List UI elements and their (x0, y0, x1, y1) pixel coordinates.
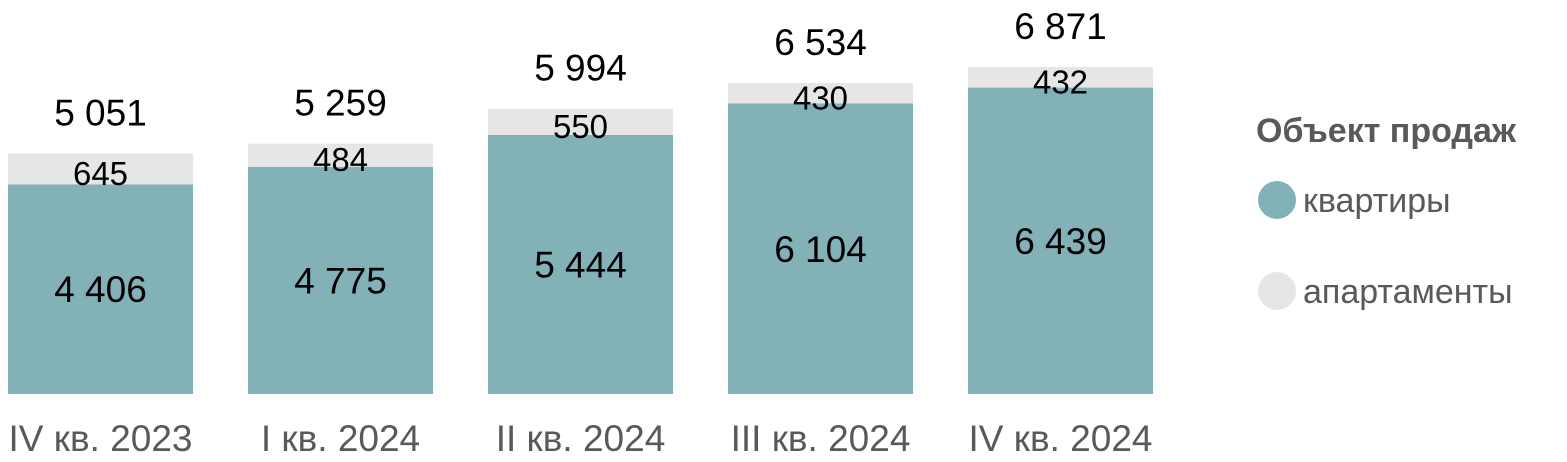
legend-label-apartamenty: апартаменты (1303, 273, 1513, 311)
value-label-kvartiry-1: 4 775 (294, 260, 387, 301)
value-label-apartamenty-4: 432 (1033, 63, 1088, 100)
legend-label-kvartiry: квартиры (1303, 182, 1451, 220)
value-label-kvartiry-0: 4 406 (54, 269, 147, 310)
value-label-apartamenty-2: 550 (553, 108, 608, 145)
value-label-apartamenty-0: 645 (73, 155, 128, 192)
category-label-4: IV кв. 2024 (969, 418, 1153, 459)
legend-marker-kvartiry (1258, 181, 1296, 219)
total-label-2: 5 994 (534, 48, 627, 89)
total-label-3: 6 534 (774, 22, 867, 63)
category-label-3: III кв. 2024 (731, 418, 911, 459)
value-label-kvartiry-3: 6 104 (774, 229, 867, 270)
value-label-apartamenty-3: 430 (793, 79, 848, 116)
legend-marker-apartamenty (1258, 272, 1296, 310)
category-label-2: II кв. 2024 (496, 418, 666, 459)
bar-segment-kvartiry-0 (8, 184, 193, 394)
legend-title: Объект продаж (1256, 112, 1517, 150)
bar-segment-apartamenty-2 (488, 108, 673, 135)
total-label-0: 5 051 (54, 93, 147, 134)
bar-segment-kvartiry-2 (488, 134, 673, 394)
bar-segment-kvartiry-4 (968, 87, 1153, 395)
total-label-4: 6 871 (1014, 6, 1107, 47)
category-label-1: I кв. 2024 (261, 418, 420, 459)
bar-segment-apartamenty-4 (968, 67, 1153, 88)
total-label-1: 5 259 (294, 83, 387, 124)
legend: Объект продаж квартиры апартаменты (1256, 112, 1517, 311)
value-label-kvartiry-2: 5 444 (534, 244, 627, 285)
labels-layer: 4 406 645 5 051 IV кв. 2023 4 775 484 5 259 I к… (9, 6, 1153, 459)
bar-segment-apartamenty-1 (248, 143, 433, 167)
bar-segment-apartamenty-3 (728, 83, 913, 104)
category-label-0: IV кв. 2023 (9, 418, 193, 459)
value-label-apartamenty-1: 484 (313, 141, 368, 178)
value-label-kvartiry-4: 6 439 (1014, 221, 1107, 262)
bar-segment-apartamenty-0 (8, 153, 193, 185)
bar-segment-kvartiry-3 (728, 103, 913, 394)
bars-layer (8, 67, 1153, 395)
bar-segment-kvartiry-1 (248, 166, 433, 394)
